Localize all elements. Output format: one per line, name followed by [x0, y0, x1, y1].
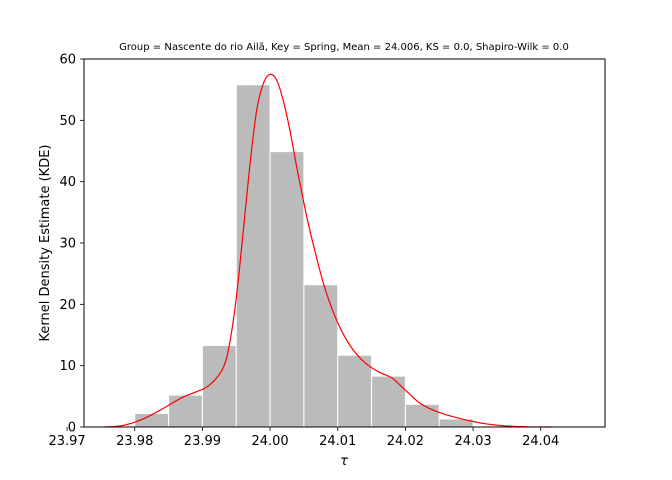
- x-tick-label: 23.98: [116, 434, 153, 449]
- x-axis-label: τ: [340, 454, 348, 469]
- y-tick-label: 60: [59, 53, 76, 68]
- x-axis: 23.97 23.98 23.99 24.00 24.01 24.02 24.03 24.04: [48, 427, 559, 449]
- x-tick-label: 23.99: [184, 434, 221, 449]
- histogram-bar: [168, 394, 203, 428]
- y-tick-label: 30: [59, 237, 76, 252]
- y-tick-label: 40: [59, 175, 76, 190]
- histogram-bar: [337, 354, 373, 428]
- histogram-bar: [371, 375, 406, 428]
- y-tick-label: 20: [59, 298, 76, 313]
- x-tick-label: 24.04: [522, 434, 559, 449]
- x-tick-label: 24.01: [319, 434, 356, 449]
- x-tick-label: 24.02: [387, 434, 424, 449]
- kde-curve: [104, 73, 551, 428]
- x-tick-label: 24.03: [454, 434, 491, 449]
- y-tick-label: 50: [59, 114, 76, 129]
- x-tick-label: 23.97: [48, 434, 85, 449]
- y-tick-label: 10: [59, 359, 76, 374]
- histogram-bar: [303, 284, 339, 428]
- histogram-bars: [134, 84, 474, 428]
- histogram-bar: [269, 151, 305, 428]
- x-tick-label: 24.00: [251, 434, 288, 449]
- histogram-bar: [404, 403, 440, 428]
- y-tick-label: 0: [68, 421, 76, 436]
- y-axis-label: Kernel Density Estimate (KDE): [38, 145, 53, 342]
- y-axis: 0 10 20 30 40 50 60: [59, 53, 84, 436]
- chart-title: Group = Nascente do rio Ailã, Key = Spri…: [119, 42, 569, 53]
